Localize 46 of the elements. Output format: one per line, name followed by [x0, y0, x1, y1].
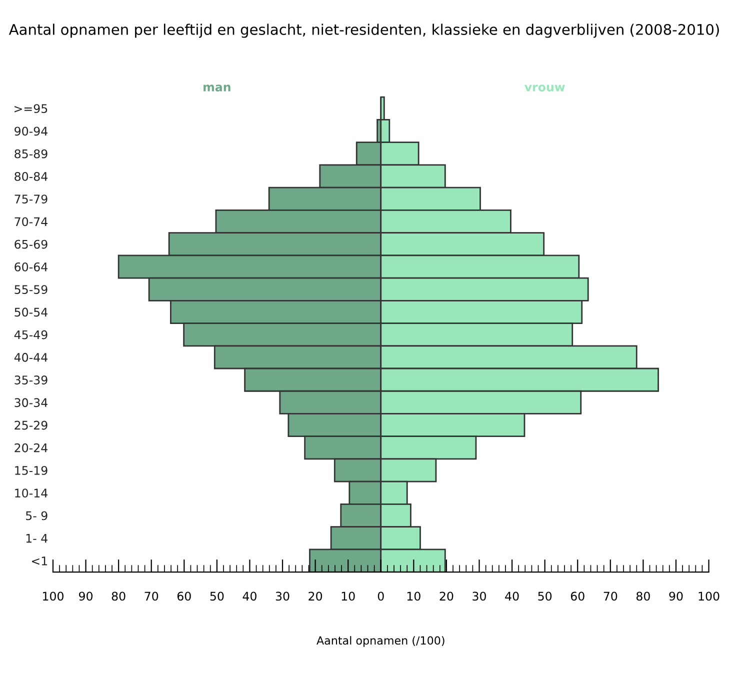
y-tick-label: 45-49: [14, 330, 48, 340]
x-tick-label: 20: [308, 592, 322, 601]
y-tick-label: 80-84: [14, 172, 48, 181]
y-tick-label: 55-59: [14, 285, 48, 294]
x-tick-label: 10: [342, 592, 355, 601]
y-tick-label: 15-19: [15, 466, 48, 475]
x-tick-label: 30: [276, 592, 290, 601]
x-tick-label: 30: [472, 592, 486, 601]
x-tick-label: 100: [43, 592, 64, 601]
text: vrouw: [524, 84, 565, 92]
x-tick-label: 20: [440, 592, 454, 601]
y-tick-label: 1- 4: [26, 534, 48, 543]
y-tick-label: >=95: [14, 104, 48, 114]
y-tick-label: 70-74: [14, 217, 48, 226]
x-tick-label: 50: [538, 592, 552, 601]
y-tick-label: <1: [32, 556, 48, 566]
x-tick-label: 70: [604, 592, 618, 601]
x-tick-label: 100: [698, 592, 720, 601]
y-tick-label: 30-34: [14, 398, 48, 408]
x-tick-label: 50: [210, 592, 224, 601]
x-axis-title: Aantal opnamen (/100): [316, 636, 444, 647]
y-tick-label: 5- 9: [26, 511, 48, 520]
y-tick-label: 25-29: [14, 420, 48, 430]
y-tick-label: 75-79: [14, 194, 48, 204]
x-tick-label: 60: [177, 592, 191, 601]
y-tick-label: 90-94: [14, 126, 48, 136]
x-tick-label: 0: [378, 592, 384, 601]
y-tick-label: 60-64: [14, 262, 48, 272]
x-tick-label: 90: [79, 592, 93, 601]
y-tick-label: 40-44: [14, 352, 48, 362]
x-tick-label: 40: [505, 592, 519, 601]
y-tick-label: 20-24: [14, 443, 48, 452]
y-tick-label: 50-54: [14, 308, 48, 317]
text: man: [204, 84, 230, 92]
x-tick-label: 60: [570, 592, 584, 601]
x-tick-label: 80: [112, 592, 126, 601]
y-tick-label: 65-69: [14, 240, 48, 249]
x-tick-label: 70: [144, 592, 158, 601]
y-tick-label: 35-39: [14, 376, 48, 384]
x-tick-label: 80: [636, 592, 650, 601]
x-tick-label: 10: [407, 592, 420, 601]
chart-title: Aantal opnamen per leeftijd en geslacht, niet-residenten, klassieke en dagverblijven (2008-2010): [8, 24, 719, 38]
x-tick-label: 90: [669, 592, 683, 601]
y-tick-label: 85-89: [14, 149, 48, 158]
y-tick-label: 10-14: [15, 488, 48, 498]
x-tick-label: 40: [242, 592, 256, 601]
